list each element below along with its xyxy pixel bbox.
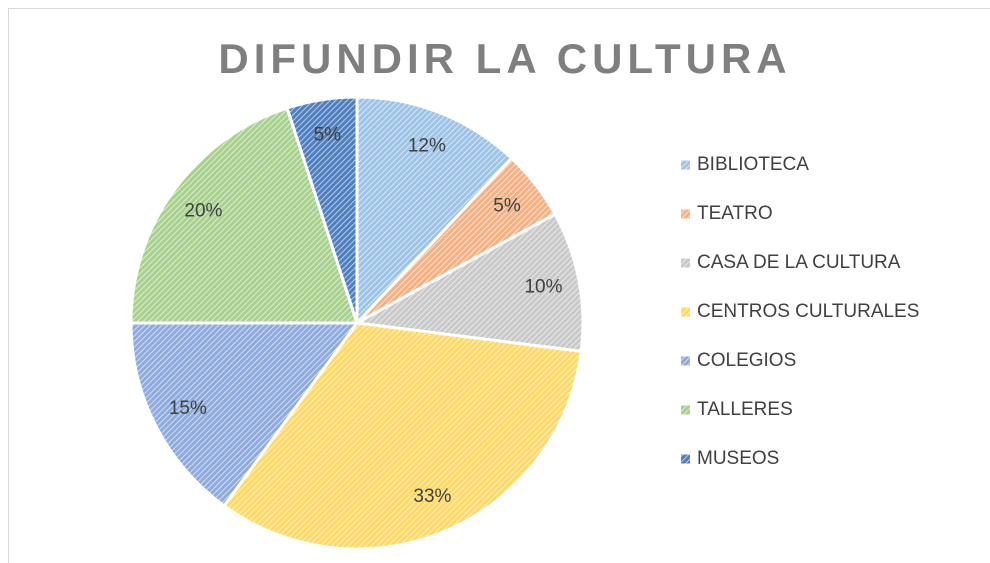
legend-marker (681, 307, 690, 317)
data-label: 15% (169, 398, 207, 419)
pie-slice (222, 321, 583, 551)
data-label: 20% (184, 200, 222, 221)
legend-marker (681, 209, 690, 219)
data-label: 12% (408, 136, 446, 157)
legend-marker (681, 356, 690, 366)
legend-label: CENTROS CULTURALES (697, 301, 919, 322)
data-label: 33% (413, 486, 451, 507)
data-label: 5% (493, 196, 521, 217)
legend-label: MUSEOS (697, 448, 779, 469)
legend-label: CASA DE LA CULTURA (697, 252, 901, 273)
pie-slice (355, 95, 514, 327)
legend-marker (681, 160, 690, 170)
legend-label: COLEGIOS (697, 350, 796, 371)
data-label: 10% (524, 276, 562, 297)
pie-slice (285, 95, 359, 324)
legend-marker (681, 454, 690, 464)
chart-title: DIFUNDIR LA CULTURA (218, 35, 791, 82)
legend-marker (681, 405, 690, 415)
legend-label: TALLERES (697, 399, 793, 420)
legend-marker (681, 258, 690, 268)
pie-slice (129, 106, 360, 325)
data-label: 5% (314, 125, 342, 146)
pie-slice (129, 321, 360, 508)
legend-label: BIBLIOTECA (697, 154, 809, 175)
pie-slice (352, 212, 585, 354)
legend-label: TEATRO (697, 203, 773, 224)
